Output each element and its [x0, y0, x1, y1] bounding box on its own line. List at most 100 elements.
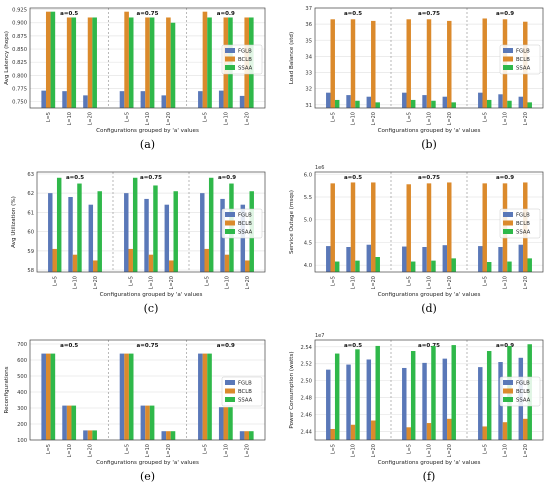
bar-bclb: [447, 182, 452, 272]
bar-ssaa: [128, 353, 134, 440]
x-tick-label: L=20: [93, 276, 99, 289]
bar-fglb: [164, 204, 170, 272]
bar-bclb: [87, 17, 93, 108]
y-tick-label: 58: [27, 268, 34, 274]
y-tick-label: 61: [27, 210, 34, 216]
legend-swatch: [503, 229, 513, 234]
y-tick-label: 2.52: [300, 362, 312, 368]
bar-bclb: [406, 19, 411, 109]
bar-ssaa: [92, 17, 97, 108]
y-tick-label: 31: [305, 103, 312, 109]
bar-bclb: [482, 426, 487, 440]
y-tick-label: 0.750: [12, 100, 27, 106]
x-tick-label: L=5: [330, 444, 336, 454]
group-title: a=0.5: [66, 175, 84, 181]
x-tick-label: L=5: [124, 444, 130, 454]
bar-ssaa: [50, 353, 56, 440]
bar-fglb: [218, 90, 224, 108]
bar-ssaa: [486, 99, 492, 108]
legend-swatch: [503, 380, 513, 385]
x-tick-label: L=10: [351, 112, 357, 125]
bar-bclb: [406, 184, 411, 272]
x-tick-label: L=10: [149, 276, 155, 289]
bar-fglb: [200, 193, 205, 272]
legend-swatch: [225, 220, 235, 226]
bar-ssaa: [507, 100, 512, 108]
x-tick-label: L=5: [46, 112, 52, 122]
scale-note: 1e6: [315, 165, 324, 171]
y-axis-label: Reconfigurations: [4, 366, 10, 413]
bar-fglb: [119, 353, 125, 440]
x-tick-label: L=20: [244, 112, 250, 125]
x-tick-label: L=20: [166, 444, 172, 457]
legend-swatch: [225, 397, 235, 402]
legend-label: BCLB: [516, 389, 530, 395]
bar-bclb: [145, 405, 150, 440]
legend-swatch: [503, 65, 513, 70]
x-tick-label: L=10: [145, 112, 151, 125]
x-tick-label: L=10: [503, 444, 509, 457]
legend-label: SSAA: [238, 66, 253, 72]
bar-fglb: [41, 90, 46, 108]
x-tick-label: L=20: [166, 112, 172, 125]
y-tick-label: 59: [27, 249, 34, 255]
y-tick-label: 700: [17, 342, 27, 348]
bar-fglb: [326, 92, 331, 108]
bar-fglb: [422, 362, 427, 440]
bar-ssaa: [486, 351, 492, 440]
legend-label: FGLB: [238, 381, 252, 387]
bar-fglb: [62, 91, 67, 108]
x-tick-label: L=10: [427, 112, 433, 125]
bar-ssaa: [71, 17, 77, 108]
legend-label: SSAA: [238, 230, 253, 236]
bar-ssaa: [355, 260, 360, 272]
bar-fglb: [366, 359, 372, 440]
panel-c: 58 59 60 61 62 63 a=0.5 L=5 L=10 L=20 a=0.75 L=5 L=1…: [11, 171, 266, 315]
legend-swatch: [503, 220, 513, 226]
bar-ssaa: [207, 17, 212, 108]
group-title: a=0.75: [137, 343, 159, 349]
y-tick-label: 2.48: [300, 396, 312, 402]
x-tick-label: L=5: [203, 444, 209, 454]
bar-ssaa: [132, 177, 138, 272]
bar-bclb: [223, 407, 229, 440]
x-axis-label: Configurations grouped by 'a' values: [96, 128, 199, 134]
x-tick-label: L=20: [447, 444, 453, 457]
y-axis-label: Load Balance (std): [289, 32, 295, 84]
bar-ssaa: [153, 185, 158, 272]
legend-label: BCLB: [516, 221, 530, 227]
subfigure-caption: (b): [421, 138, 437, 151]
bar-fglb: [198, 91, 203, 108]
bar-fglb: [422, 95, 427, 108]
bar-ssaa: [375, 257, 380, 272]
group-title: a=0.5: [344, 11, 362, 17]
plot-frame: [29, 7, 266, 109]
x-tick-label: L=10: [503, 112, 509, 125]
group-title: a=0.9: [218, 175, 236, 181]
x-tick-label: L=10: [351, 276, 357, 289]
bar-ssaa: [410, 351, 416, 440]
bar-bclb: [202, 11, 208, 108]
bar-fglb: [198, 353, 203, 440]
legend-swatch: [503, 388, 513, 394]
x-tick-label: L=5: [482, 276, 488, 286]
bar-ssaa: [334, 353, 340, 440]
bar-fglb: [161, 431, 167, 440]
bar-ssaa: [355, 349, 360, 440]
legend-label: FGLB: [516, 49, 530, 55]
y-tick-label: 4.0: [304, 263, 312, 269]
scale-note: 1e7: [315, 333, 324, 339]
x-tick-label: L=20: [244, 444, 250, 457]
y-tick-label: 300: [17, 406, 27, 412]
bar-ssaa: [375, 345, 380, 440]
bar-fglb: [402, 367, 407, 440]
bar-ssaa: [451, 102, 456, 108]
bar-bclb: [330, 19, 335, 109]
bar-ssaa: [431, 260, 436, 272]
legend-label: SSAA: [516, 66, 531, 72]
bar-bclb: [166, 431, 171, 440]
x-tick-label: L=5: [204, 276, 210, 286]
bar-bclb: [66, 17, 72, 108]
x-tick-label: L=5: [482, 112, 488, 122]
